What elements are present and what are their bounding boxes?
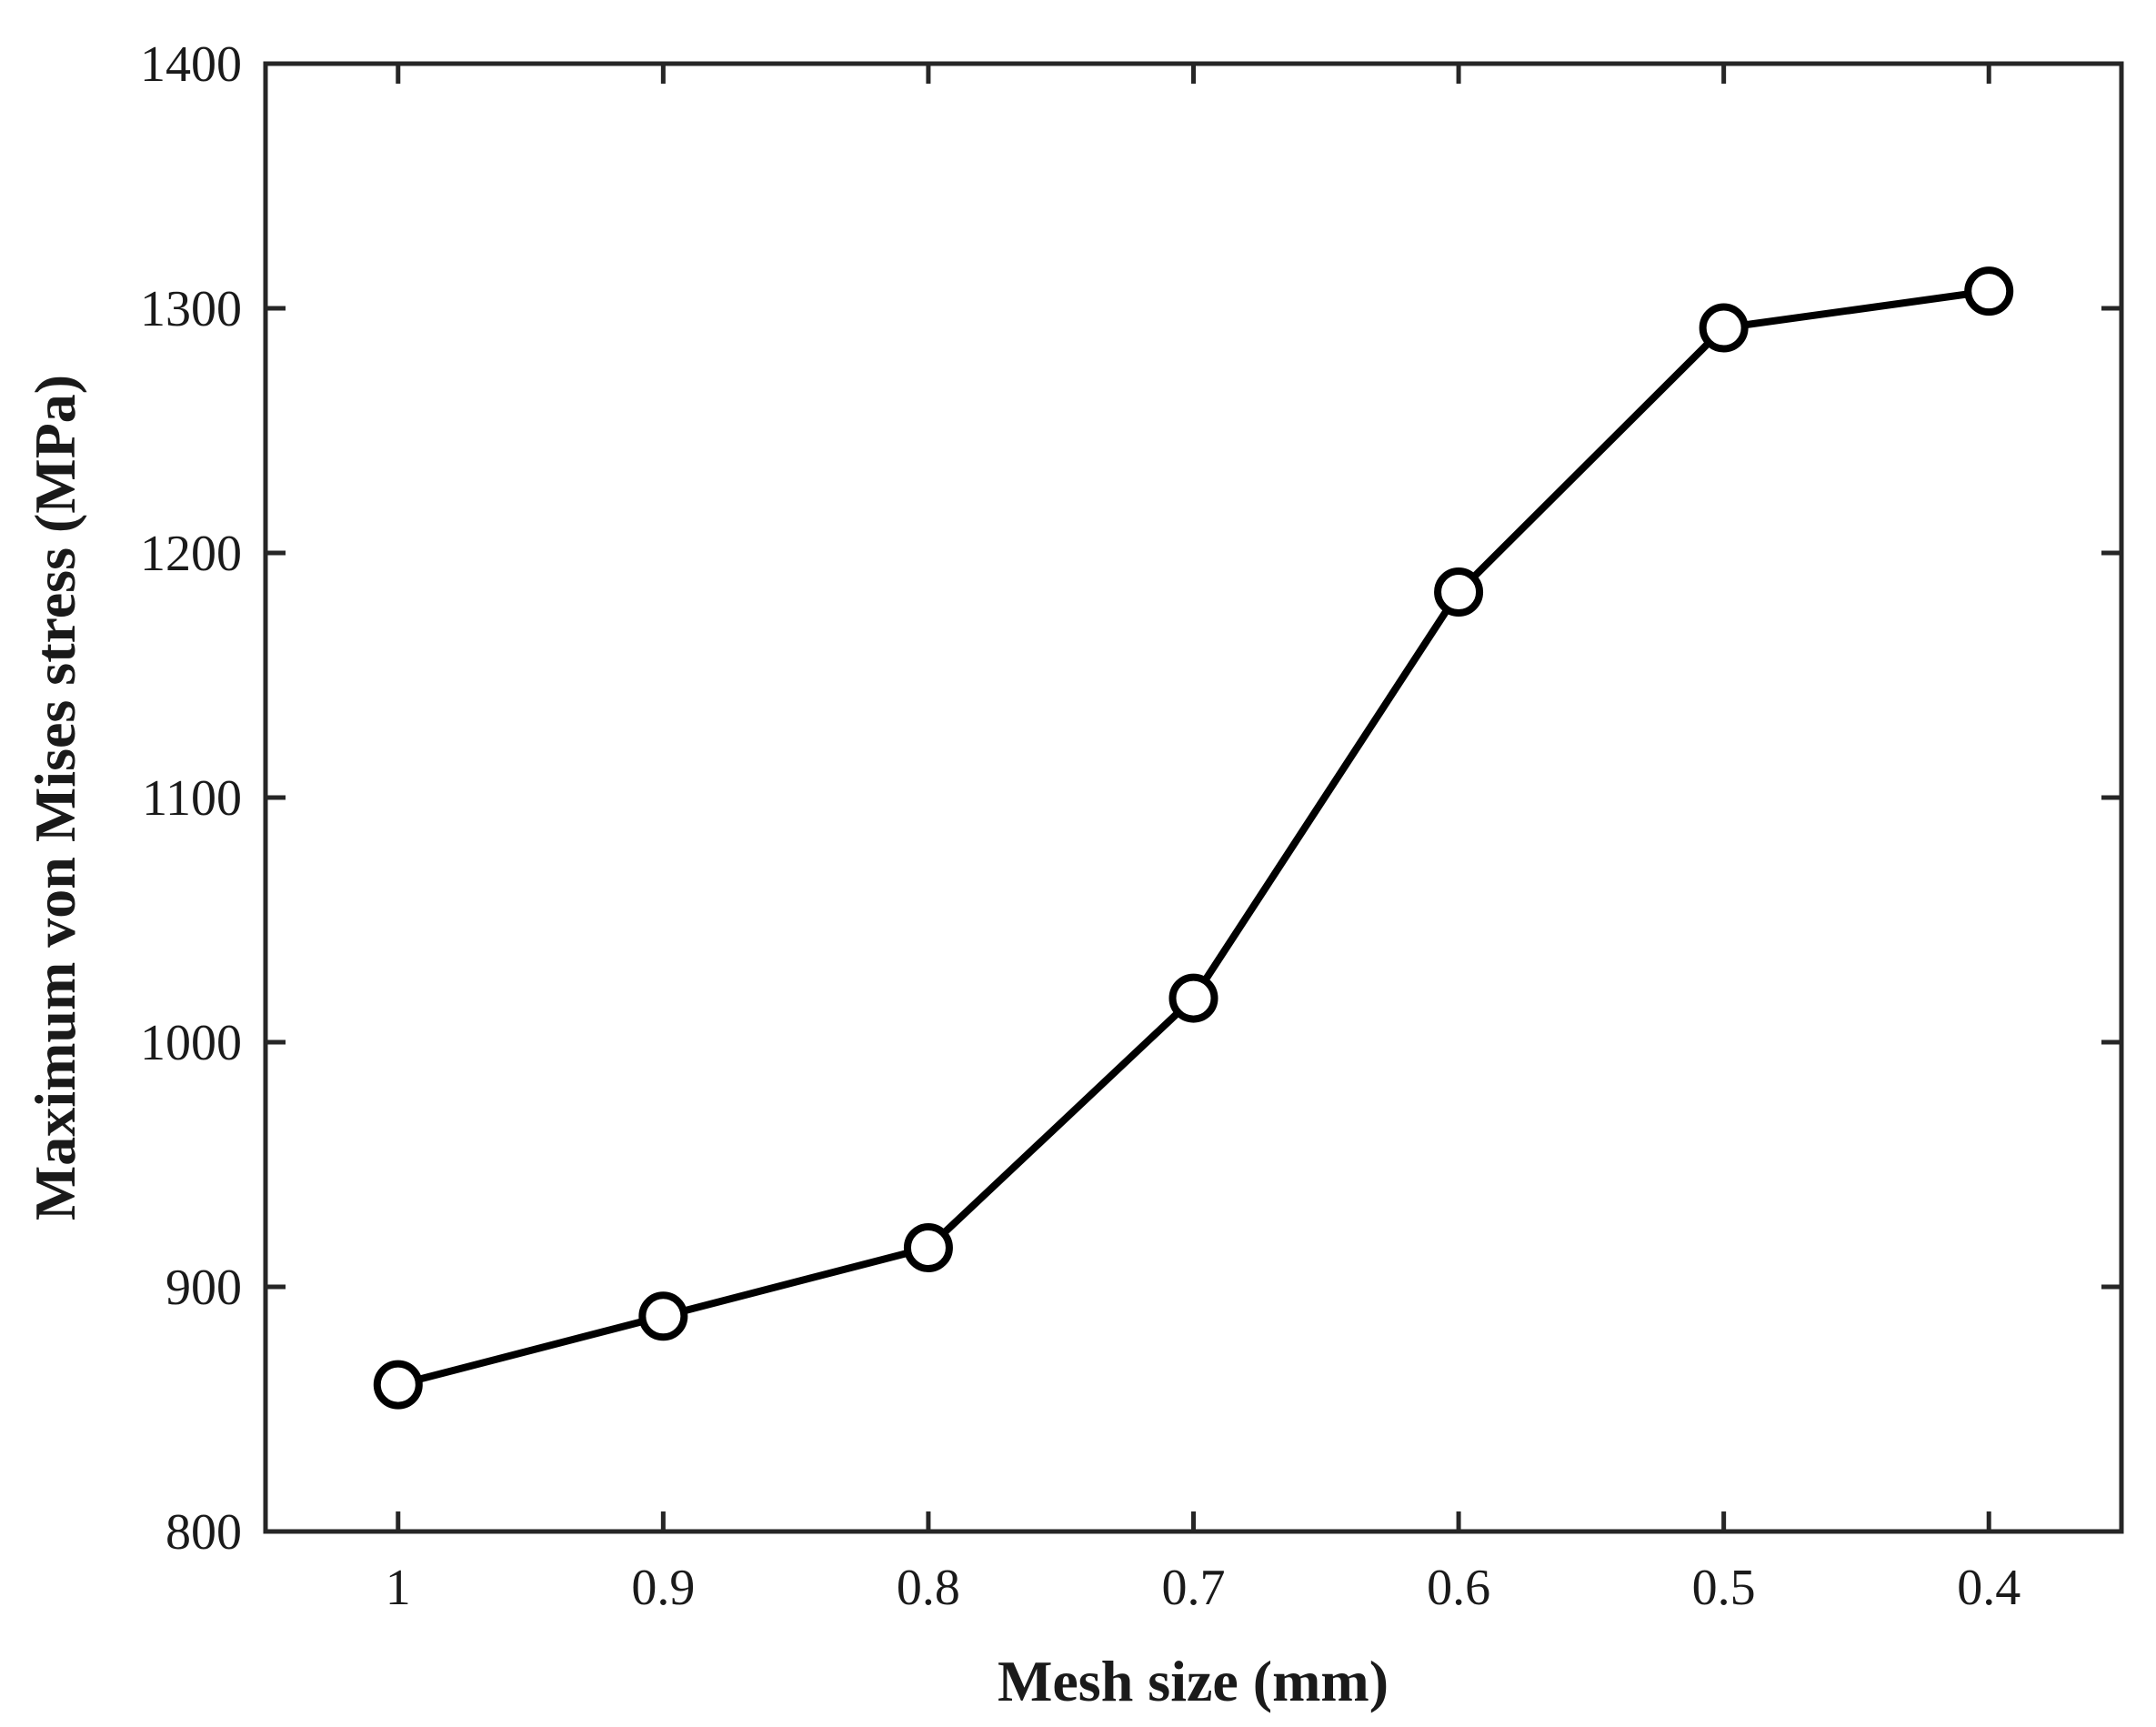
data-point-marker [373, 1360, 423, 1410]
y-tick-label: 1100 [142, 770, 242, 827]
y-tick-label: 1400 [140, 36, 242, 93]
y-tick-label: 1300 [140, 281, 242, 337]
x-tick-label: 0.4 [1957, 1560, 2021, 1616]
data-point-marker [638, 1291, 688, 1341]
y-tick-label: 800 [165, 1504, 242, 1561]
data-point-marker [1434, 567, 1484, 618]
x-tick-label: 0.7 [1162, 1560, 1226, 1616]
x-axis-ticks: 1 0.9 0.8 0.7 0.6 0.5 0.4 [386, 64, 2021, 1616]
x-tick-label: 0.5 [1692, 1560, 1756, 1616]
y-tick-label: 900 [165, 1260, 242, 1316]
data-point-marker [903, 1222, 953, 1272]
x-axis-title: Mesh size (mm) [998, 1649, 1389, 1713]
plot-frame [263, 61, 2124, 1534]
x-tick-label: 0.6 [1427, 1560, 1490, 1616]
data-point-marker [1699, 303, 1749, 353]
x-tick-label: 0.9 [631, 1560, 695, 1616]
series-line [396, 287, 1990, 1389]
series-layer [373, 266, 2014, 1410]
x-tick-label: 0.8 [897, 1560, 960, 1616]
y-tick-label: 1000 [140, 1015, 242, 1071]
y-tick-label: 1200 [140, 526, 242, 582]
data-point-marker [1964, 266, 2014, 316]
data-point-marker [1168, 973, 1218, 1023]
y-axis-ticks: 800 900 1000 1100 1200 1300 1400 [140, 36, 2121, 1561]
x-tick-label: 1 [386, 1560, 411, 1616]
y-axis-title: Maximum von Mises stress (MPa) [23, 375, 87, 1220]
